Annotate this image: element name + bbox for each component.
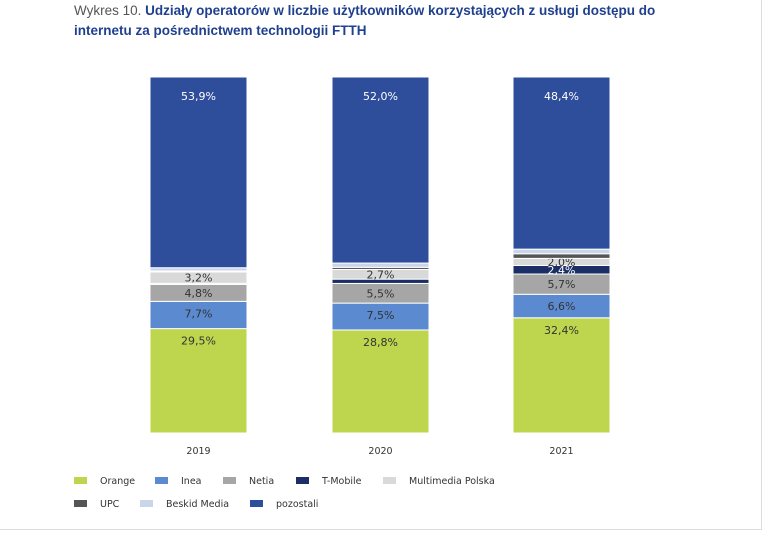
data-label-2021-pozostali: 48,4% [544, 90, 579, 103]
legend-swatch-inea [155, 477, 168, 484]
data-label-2021-multimedia-polska: 2,0% [548, 256, 576, 269]
data-label-2021-orange: 32,4% [544, 324, 579, 337]
data-label-2020-orange: 28,8% [363, 336, 398, 349]
chart-title-prefix: Wykres 10. [74, 3, 146, 18]
data-label-2019-multimedia-polska: 3,2% [185, 272, 213, 285]
bar-2020-beskid-media [331, 262, 430, 268]
bar-2021-beskid-media [512, 248, 611, 255]
legend-swatch-t-mobile [296, 477, 309, 484]
bar-2019-orange [149, 328, 248, 434]
bar-2019-pozostali [149, 76, 248, 269]
data-label-2019-pozostali: 53,9% [181, 90, 216, 103]
data-label-2021-netia: 5,7% [548, 278, 576, 291]
legend-label-t-mobile: T-Mobile [321, 476, 362, 487]
legend-swatch-upc [74, 500, 87, 507]
bar-2021-upc [512, 253, 611, 259]
bar-2019-inea [149, 300, 248, 330]
legend-swatch-beskid-media [140, 500, 153, 507]
legend-swatch-netia [223, 477, 236, 484]
legend-label-upc: UPC [100, 499, 120, 510]
bar-2020-pozostali [331, 76, 430, 264]
legend-label-netia: Netia [249, 476, 274, 487]
bar-2020-orange [331, 329, 430, 434]
data-label-2019-netia: 4,8% [185, 287, 213, 300]
frame-bottom-border [0, 529, 762, 530]
bar-2021-orange [512, 317, 611, 434]
legend-label-pozostali: pozostali [276, 499, 318, 510]
bar-2021-pozostali [512, 76, 611, 250]
data-label-2020-multimedia-polska: 2,7% [367, 268, 395, 281]
x-tick-label-2019: 2019 [186, 446, 210, 457]
bar-2020-inea [331, 302, 430, 331]
chart-title: Wykres 10. Udziały operatorów w liczbie … [74, 1, 714, 41]
data-label-2020-pozostali: 52,0% [363, 90, 398, 103]
legend-label-orange: Orange [100, 476, 135, 487]
legend-swatch-orange [74, 477, 87, 484]
data-label-2021-inea: 6,6% [548, 300, 576, 313]
data-label-2020-netia: 5,5% [367, 287, 395, 300]
data-label-2021-t-mobile: 2,4% [548, 264, 576, 277]
legend-swatch-pozostali [250, 500, 263, 507]
x-tick-label-2021: 2021 [549, 446, 573, 457]
data-label-2019-inea: 7,7% [185, 307, 213, 320]
x-tick-label-2020: 2020 [368, 446, 392, 457]
data-label-2019-orange: 29,5% [181, 335, 216, 348]
legend-label-beskid-media: Beskid Media [166, 499, 229, 510]
frame-right-border [761, 0, 762, 530]
chart-title-main: Udziały operatorów w liczbie użytkownikó… [74, 3, 656, 38]
legend-label-multimedia-polska: Multimedia Polska [409, 476, 495, 487]
legend-label-inea: Inea [181, 476, 202, 487]
data-label-2020-inea: 7,5% [367, 309, 395, 322]
legend-swatch-multimedia-polska [383, 477, 396, 484]
